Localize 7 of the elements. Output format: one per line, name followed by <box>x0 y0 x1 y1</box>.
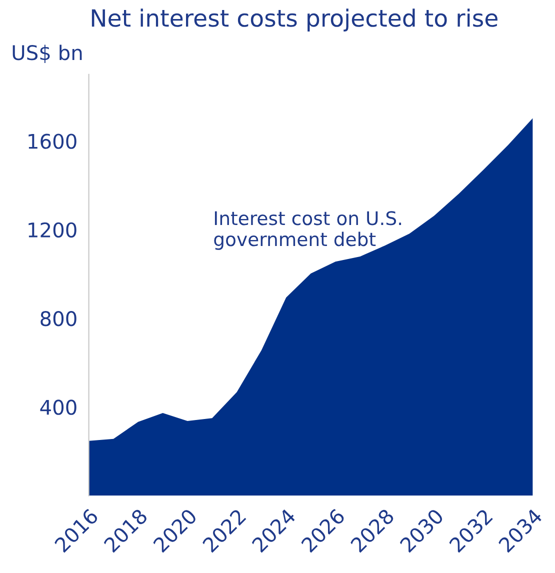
y-tick-label: 1200 <box>28 222 76 238</box>
y-axis-title: US$ bn <box>12 44 82 63</box>
chart-title: Net interest costs projected to rise <box>92 8 498 32</box>
y-tick-label: 1600 <box>28 134 76 149</box>
y-tick-label: 800 <box>40 311 76 326</box>
y-tick-label: 400 <box>40 400 76 415</box>
series-label: Interest cost on U.S. government debt <box>214 211 402 250</box>
